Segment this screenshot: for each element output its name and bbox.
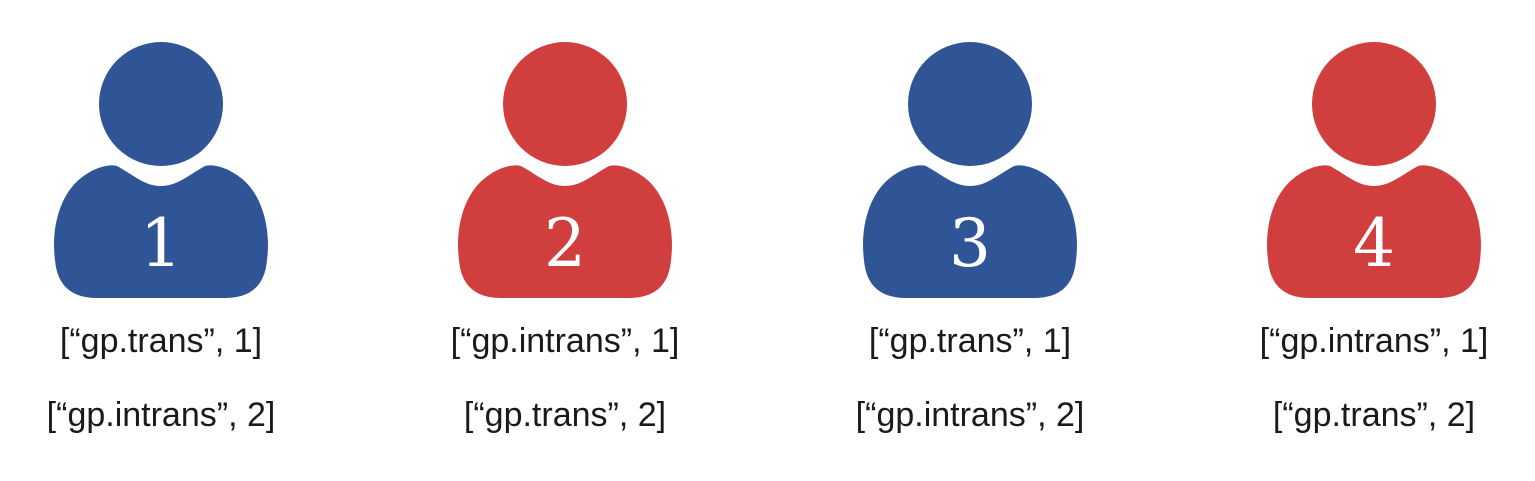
person-label-2: [“gp.intrans”, 2] — [46, 396, 276, 434]
person-3: 3 [“gp.trans”, 1] [“gp.intrans”, 2] — [820, 0, 1120, 481]
user-icon: 1 — [54, 42, 268, 298]
user-icon-body — [54, 165, 268, 298]
user-icon-head — [908, 42, 1032, 166]
person-2: 2 [“gp.intrans”, 1] [“gp.trans”, 2] — [415, 0, 715, 481]
person-1: 1 [“gp.trans”, 1] [“gp.intrans”, 2] — [11, 0, 311, 481]
person-label-2: [“gp.trans”, 2] — [1272, 396, 1476, 434]
user-icon-head — [503, 42, 627, 166]
person-label-1: [“gp.intrans”, 1] — [1259, 322, 1489, 360]
user-icon-body — [863, 165, 1077, 298]
person-number: 4 — [1353, 205, 1395, 282]
user-icon: 2 — [458, 42, 672, 298]
user-icon: 3 — [863, 42, 1077, 298]
person-label-1: [“gp.intrans”, 1] — [450, 322, 680, 360]
person-number: 2 — [544, 205, 586, 282]
user-icon-head — [1312, 42, 1436, 166]
person-4: 4 [“gp.intrans”, 1] [“gp.trans”, 2] — [1224, 0, 1524, 481]
person-number: 1 — [140, 205, 182, 282]
user-icon-body — [1267, 165, 1481, 298]
user-icon-head — [99, 42, 223, 166]
person-label-1: [“gp.trans”, 1] — [868, 322, 1072, 360]
user-icon: 4 — [1267, 42, 1481, 298]
person-label-1: [“gp.trans”, 1] — [59, 322, 263, 360]
person-label-2: [“gp.trans”, 2] — [463, 396, 667, 434]
person-number: 3 — [949, 205, 991, 282]
person-label-2: [“gp.intrans”, 2] — [855, 396, 1085, 434]
user-icon-body — [458, 165, 672, 298]
